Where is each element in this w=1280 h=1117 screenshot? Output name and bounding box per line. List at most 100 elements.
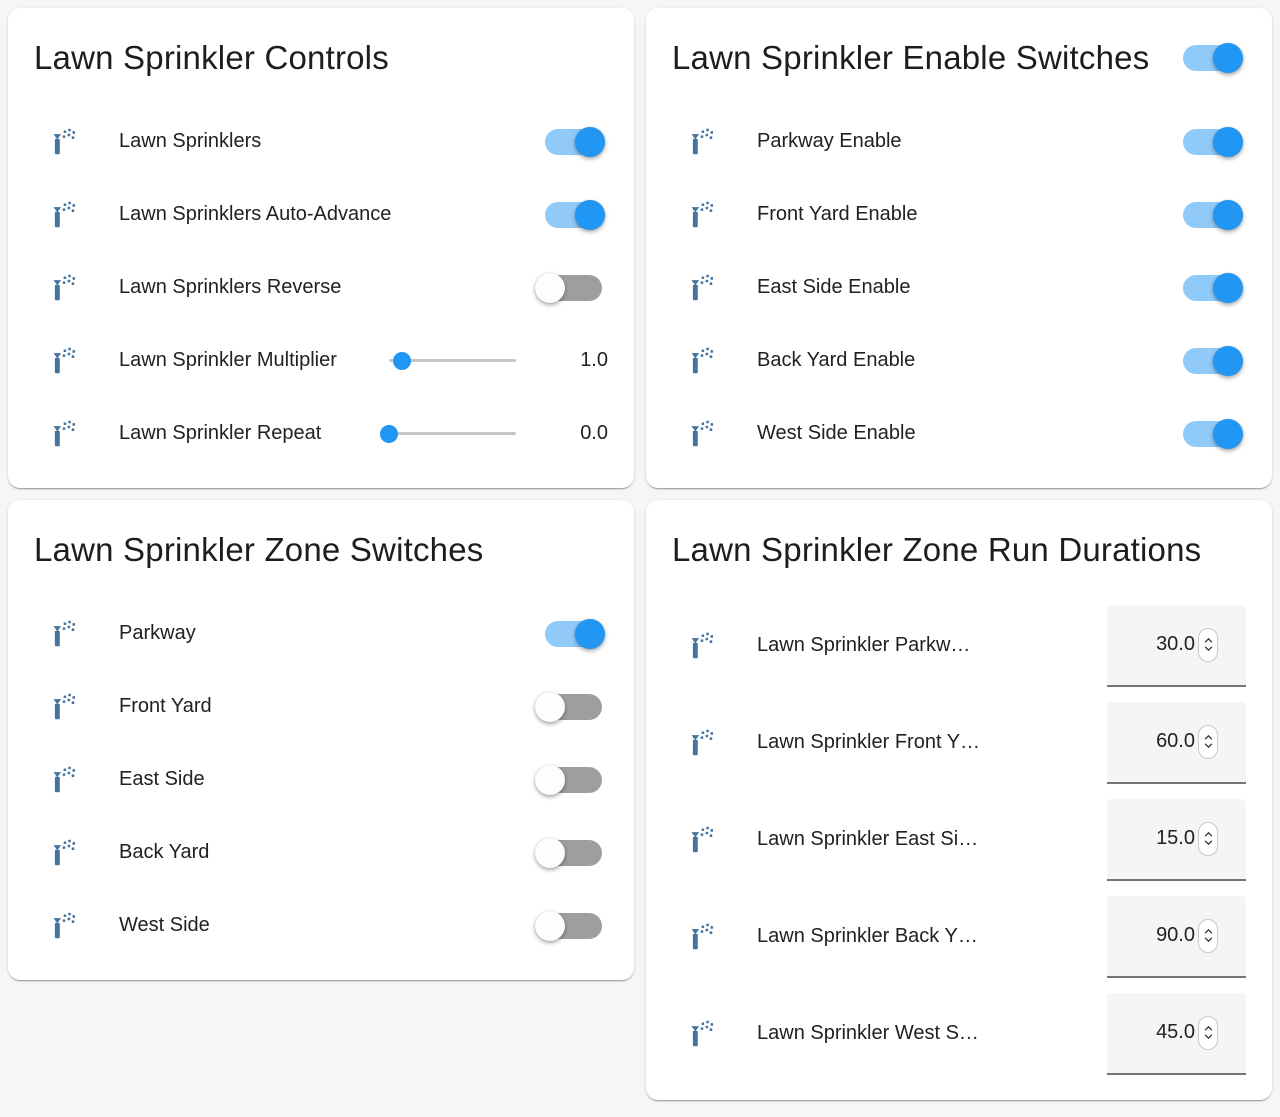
entity-row: Lawn Sprinkler Repeat 0.0 — [34, 397, 608, 470]
stepper-control[interactable] — [1198, 627, 1218, 662]
entity-row: Parkway — [34, 597, 608, 670]
entity-label: East Side Enable — [757, 276, 911, 298]
entity-label: Back Yard — [119, 841, 210, 863]
sprinkler-icon — [686, 632, 714, 660]
toggle-thumb — [1213, 418, 1243, 449]
toggle-switch[interactable] — [545, 618, 605, 649]
slider[interactable] — [380, 424, 516, 443]
chevron-down-icon — [1204, 840, 1212, 845]
toggle-switch[interactable] — [535, 272, 602, 303]
toggle-switch[interactable] — [1183, 272, 1243, 303]
toggle-switch[interactable] — [545, 126, 605, 157]
toggle-switch[interactable] — [1183, 126, 1243, 157]
sprinkler-icon — [48, 912, 76, 940]
sprinkler-icon — [48, 839, 76, 867]
header-toggle-switch[interactable] — [1183, 43, 1243, 73]
toggle-thumb — [535, 910, 565, 941]
chevron-up-icon — [1204, 638, 1212, 643]
chevron-down-icon — [1204, 937, 1212, 942]
entity-row: Lawn Sprinklers Auto-Advance — [34, 178, 608, 251]
sprinkler-icon — [686, 1020, 714, 1048]
entity-label: Lawn Sprinklers Reverse — [119, 276, 342, 298]
entity-row: Lawn Sprinkler Parkw… 30.0 — [672, 597, 1246, 694]
stepper-control[interactable] — [1198, 1015, 1218, 1050]
entity-row: Lawn Sprinkler West S… 45.0 — [672, 985, 1246, 1082]
entity-row: West Side — [34, 889, 608, 962]
number-input[interactable]: 45.0 — [1107, 992, 1246, 1075]
toggle-switch[interactable] — [1183, 418, 1243, 449]
entity-row: Lawn Sprinklers Reverse — [34, 251, 608, 324]
toggle-thumb — [535, 691, 565, 722]
card-header: Lawn Sprinkler Controls — [34, 8, 608, 80]
number-value: 60.0 — [1156, 730, 1195, 752]
toggle-thumb — [1213, 272, 1243, 303]
toggle-switch[interactable] — [535, 910, 602, 941]
entity-row: Lawn Sprinkler Back Y… 90.0 — [672, 888, 1246, 985]
entity-row: Lawn Sprinkler East Si… 15.0 — [672, 791, 1246, 888]
card-lawn-sprinkler-enable-switches: Lawn Sprinkler Enable Switches Parkway E… — [646, 8, 1272, 488]
number-value: 45.0 — [1156, 1021, 1195, 1043]
entity-label: Lawn Sprinkler Repeat — [119, 422, 322, 444]
number-input[interactable]: 60.0 — [1107, 701, 1246, 784]
number-input[interactable]: 15.0 — [1107, 798, 1246, 881]
toggle-thumb — [1213, 43, 1243, 73]
sprinkler-icon — [48, 128, 76, 156]
card-title: Lawn Sprinkler Controls — [34, 39, 389, 76]
slider-track — [389, 431, 516, 435]
sprinkler-icon — [48, 420, 76, 448]
chevron-down-icon — [1204, 646, 1212, 651]
toggle-switch[interactable] — [535, 837, 602, 868]
sprinkler-icon — [686, 201, 714, 229]
sprinkler-icon — [48, 766, 76, 794]
card-lawn-sprinkler-controls: Lawn Sprinkler Controls Lawn Sprinklers … — [8, 8, 634, 488]
card-header: Lawn Sprinkler Enable Switches — [672, 8, 1246, 80]
slider-value: 0.0 — [580, 422, 608, 444]
card-title: Lawn Sprinkler Zone Switches — [34, 531, 484, 568]
entity-row: Back Yard — [34, 816, 608, 889]
stepper-control[interactable] — [1198, 821, 1218, 856]
stepper-control[interactable] — [1198, 918, 1218, 953]
toggle-switch[interactable] — [1183, 199, 1243, 230]
number-value: 15.0 — [1156, 827, 1195, 849]
entity-label: Lawn Sprinklers — [119, 130, 262, 152]
entity-row: Lawn Sprinkler Front Y… 60.0 — [672, 694, 1246, 791]
toggle-thumb — [535, 837, 565, 868]
chevron-up-icon — [1204, 929, 1212, 934]
card-header: Lawn Sprinkler Zone Switches — [34, 500, 608, 572]
entity-label: Parkway — [119, 622, 196, 644]
card-lawn-sprinkler-zone-run-durations: Lawn Sprinkler Zone Run Durations Lawn S… — [646, 500, 1272, 1100]
toggle-switch[interactable] — [535, 764, 602, 795]
toggle-thumb — [1213, 345, 1243, 376]
card-title: Lawn Sprinkler Enable Switches — [672, 39, 1150, 76]
stepper-control[interactable] — [1198, 724, 1218, 759]
entity-label: Front Yard — [119, 695, 212, 717]
toggle-thumb — [575, 618, 605, 649]
card-header: Lawn Sprinkler Zone Run Durations — [672, 500, 1246, 572]
number-input[interactable]: 30.0 — [1107, 604, 1246, 687]
sprinkler-icon — [686, 128, 714, 156]
sprinkler-icon — [686, 826, 714, 854]
card-title: Lawn Sprinkler Zone Run Durations — [672, 531, 1202, 568]
entity-row: East Side — [34, 743, 608, 816]
toggle-thumb — [575, 199, 605, 230]
toggle-thumb — [1213, 126, 1243, 157]
sprinkler-icon — [686, 923, 714, 951]
entity-label: Lawn Sprinkler Multiplier — [119, 349, 337, 371]
entity-row: Front Yard Enable — [672, 178, 1246, 251]
slider[interactable] — [389, 351, 516, 370]
entity-label: Lawn Sprinkler East Si… — [757, 828, 979, 850]
sprinkler-icon — [686, 347, 714, 375]
toggle-thumb — [535, 272, 565, 303]
sprinkler-icon — [48, 620, 76, 648]
entity-label: Lawn Sprinkler West S… — [757, 1022, 979, 1044]
slider-thumb[interactable] — [392, 351, 411, 370]
toggle-switch[interactable] — [545, 199, 605, 230]
toggle-switch[interactable] — [1183, 345, 1243, 376]
chevron-up-icon — [1204, 1026, 1212, 1031]
number-input[interactable]: 90.0 — [1107, 895, 1246, 978]
slider-thumb[interactable] — [380, 424, 398, 443]
sprinkler-icon — [48, 347, 76, 375]
entity-row: Parkway Enable — [672, 105, 1246, 178]
toggle-switch[interactable] — [535, 691, 602, 722]
